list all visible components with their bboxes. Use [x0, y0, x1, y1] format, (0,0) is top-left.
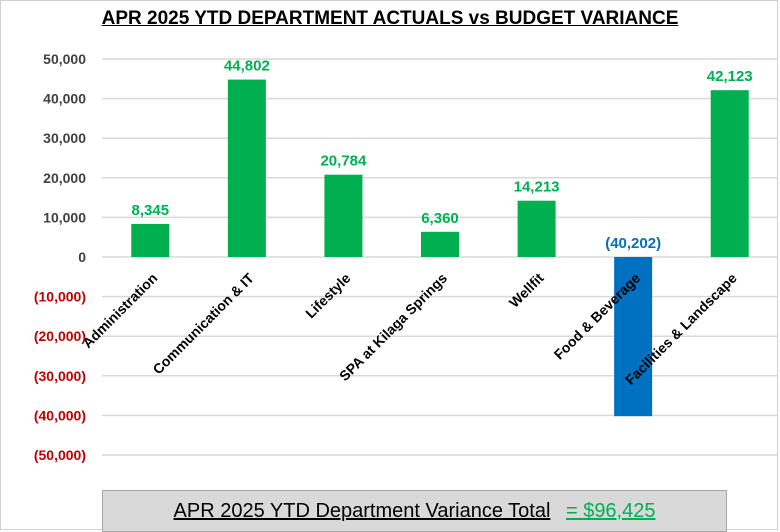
variance-total-label: APR 2025 YTD Department Variance Total — [173, 500, 551, 522]
data-label: 42,123 — [707, 68, 753, 85]
y-tick-label: 40,000 — [43, 91, 86, 107]
bar — [421, 231, 459, 257]
bar — [227, 79, 266, 258]
data-label: 20,784 — [320, 153, 367, 170]
data-label: 8,345 — [132, 202, 170, 219]
category-label: Administration — [79, 270, 160, 351]
y-tick-label: 30,000 — [43, 130, 86, 146]
variance-total-box: APR 2025 YTD Department Variance Total =… — [102, 490, 727, 532]
y-tick-label: (20,000) — [34, 328, 86, 344]
category-label: Communication & IT — [149, 270, 257, 378]
y-tick-label: 0 — [78, 249, 86, 265]
bar — [131, 223, 170, 257]
y-tick-label: (10,000) — [34, 289, 86, 305]
data-label: 44,802 — [224, 58, 270, 75]
bar — [614, 257, 653, 417]
category-label: Wellfit — [506, 270, 547, 311]
category-label: SPA at Kilaga Springs — [336, 270, 450, 384]
bar — [517, 200, 556, 257]
category-label: Lifestyle — [302, 270, 354, 322]
y-tick-label: 10,000 — [43, 209, 86, 225]
chart-title: APR 2025 YTD DEPARTMENT ACTUALS vs BUDGE… — [101, 8, 679, 29]
data-label: 6,360 — [421, 210, 459, 227]
y-tick-label: 50,000 — [43, 51, 86, 67]
y-tick-label: (50,000) — [34, 447, 86, 463]
bar — [324, 174, 363, 257]
y-tick-label: (40,000) — [34, 407, 86, 423]
data-label: (40,202) — [605, 235, 661, 252]
data-label: 14,213 — [514, 179, 560, 196]
y-tick-label: (30,000) — [34, 368, 86, 384]
y-tick-label: 20,000 — [43, 170, 86, 186]
variance-total-value: = $96,425 — [565, 500, 656, 522]
bar — [710, 90, 749, 257]
bar-chart: 50,000 40,000 30,000 20,000 10,000 0 (10,000) (… — [34, 51, 778, 463]
